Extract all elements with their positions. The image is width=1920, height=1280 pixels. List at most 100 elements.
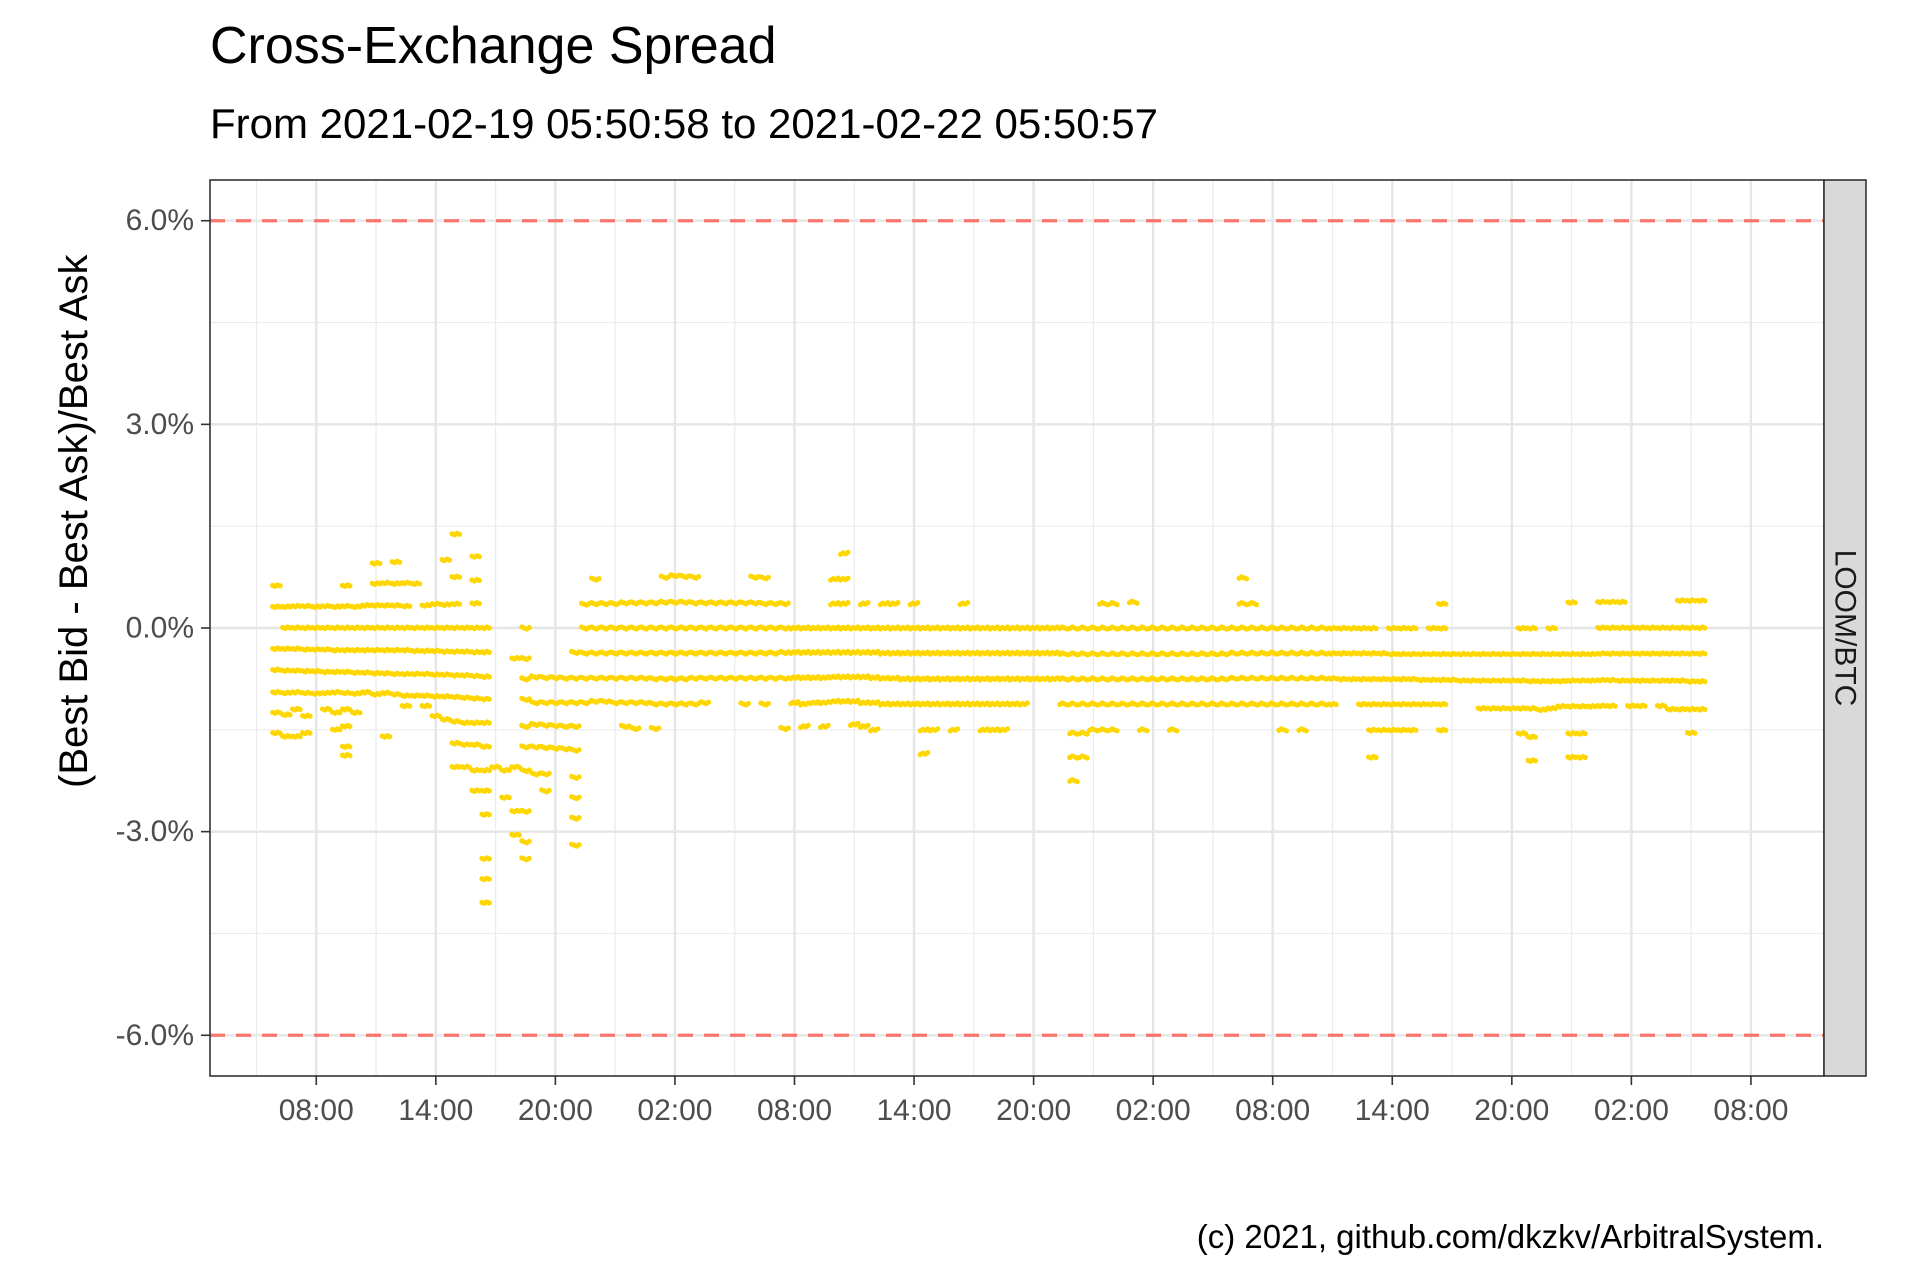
data-point (559, 674, 572, 682)
data-point (479, 648, 492, 656)
data-point (409, 580, 423, 588)
data-point (1057, 700, 1070, 708)
y-tick-label: -3.0% (116, 815, 194, 848)
x-tick-label: 08:00 (757, 1094, 832, 1127)
data-point-dot (1702, 598, 1708, 604)
data-point (1027, 649, 1040, 657)
data-point-dot (785, 725, 791, 731)
data-point-dot (1582, 754, 1588, 761)
data-point (270, 709, 283, 716)
data-point (399, 702, 413, 710)
data-point (319, 602, 333, 610)
data-point (598, 624, 612, 632)
data-point (1246, 600, 1260, 608)
data-point-dot (845, 600, 851, 606)
data-point-dot (486, 788, 492, 794)
data-point (1316, 674, 1329, 682)
data-point-dot (1024, 700, 1030, 706)
data-point (1595, 702, 1608, 710)
data-point-dot (1532, 758, 1539, 764)
data-point-dot (785, 600, 791, 606)
data-point-dot (576, 794, 582, 800)
data-point-dot (1373, 625, 1379, 632)
data-point-dot (1144, 728, 1150, 734)
data-point (1525, 757, 1539, 765)
data-point (270, 582, 283, 590)
threshold-lines (210, 219, 1824, 1037)
data-point (957, 600, 971, 608)
data-point-dot (297, 706, 303, 713)
data-point (927, 726, 941, 734)
data-point (509, 763, 522, 771)
data-point (1405, 726, 1419, 734)
data-point (828, 600, 841, 608)
data-point (798, 722, 811, 731)
data-point (838, 575, 851, 583)
data-point (449, 693, 463, 701)
data-point (1216, 650, 1230, 658)
data-point (1276, 726, 1289, 734)
x-tick-label: 02:00 (1594, 1094, 1669, 1127)
data-point (319, 705, 333, 713)
data-point-dot (546, 787, 552, 794)
data-point-dot (1134, 600, 1140, 606)
data-point-dot (476, 601, 482, 607)
data-point-dot (486, 876, 492, 882)
data-point (937, 675, 951, 683)
data-point (917, 675, 931, 683)
data-point-dot (1413, 625, 1419, 632)
data-point (867, 648, 881, 657)
data-point (519, 855, 532, 863)
data-point (1605, 676, 1618, 684)
data-point-dot (357, 710, 363, 716)
data-point (1007, 624, 1021, 632)
data-point (588, 575, 602, 583)
y-axis: 6.0% 3.0% 0.0% -3.0% -6.0% (116, 204, 210, 1052)
data-point (778, 724, 791, 733)
data-point (1435, 624, 1449, 632)
data-point-dot (576, 747, 582, 753)
data-point (349, 709, 363, 716)
data-point (758, 574, 771, 582)
data-point (808, 624, 821, 632)
data-point (1694, 597, 1708, 604)
data-point (1545, 705, 1558, 712)
data-point-dot (1692, 730, 1698, 736)
data-point (1007, 700, 1021, 708)
data-point (509, 831, 522, 839)
data-point (1047, 624, 1060, 632)
data-point-dot (506, 767, 512, 774)
data-point-dot (337, 727, 343, 733)
data-point (1067, 777, 1080, 785)
data-point (339, 646, 353, 654)
data-point-dot (486, 720, 492, 726)
data-point (1694, 624, 1708, 632)
data-point-dot (1413, 727, 1419, 733)
data-point-dot (865, 722, 871, 729)
data-point-dot (855, 720, 861, 727)
data-point-dot (1253, 602, 1260, 608)
data-point (569, 648, 582, 657)
data-point-dot (925, 750, 931, 756)
data-point-dot (825, 722, 831, 729)
data-point (369, 690, 383, 698)
data-point (798, 624, 811, 632)
data-point-dot (865, 600, 871, 606)
data-point (1107, 600, 1120, 608)
data-point (997, 675, 1011, 683)
data-point (788, 699, 801, 707)
data-point (937, 649, 951, 657)
data-point (469, 766, 482, 774)
data-point-dot (1004, 726, 1011, 732)
data-point-dot (1702, 625, 1708, 631)
data-point (1136, 726, 1150, 734)
data-point (1116, 624, 1130, 632)
data-point (648, 724, 662, 733)
data-point-dot (307, 713, 313, 719)
data-point-dot (407, 603, 413, 609)
data-point (359, 602, 373, 609)
data-point (499, 766, 512, 774)
data-point-dot (765, 700, 771, 707)
data-point (1485, 650, 1499, 658)
data-point (818, 674, 831, 682)
